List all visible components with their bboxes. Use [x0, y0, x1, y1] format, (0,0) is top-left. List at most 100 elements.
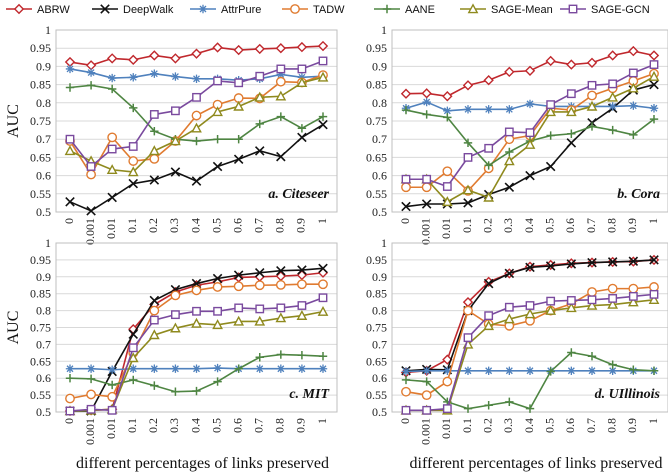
data-point-abrw	[648, 50, 660, 61]
x-tick-label: 0.3	[167, 218, 181, 233]
data-point-attrpure	[505, 105, 514, 114]
x-tick-label: 0.6	[230, 418, 244, 433]
x-tick-label: 0.001	[418, 418, 432, 445]
gridlines	[392, 29, 668, 213]
data-point-aane	[107, 84, 117, 94]
x-tick-label: 0.2	[146, 418, 160, 433]
data-point-sage-mean	[296, 309, 308, 320]
series-aane	[401, 105, 659, 170]
data-point-aane	[463, 138, 473, 148]
data-point-tadw	[107, 132, 118, 143]
x-tick-label: 0.01	[439, 218, 453, 239]
y-tick-label: 1	[45, 23, 51, 37]
data-point-tadw	[170, 290, 181, 301]
data-point-aane	[567, 348, 576, 357]
data-point-sage-gcn	[587, 295, 597, 305]
data-point-attrpure	[318, 364, 328, 373]
legend-label-deepwalk: DeepWalk	[123, 4, 174, 16]
panel-title: d. UIllinois	[595, 387, 661, 402]
y-tick-label: 1	[45, 236, 51, 250]
data-point-sage-gcn	[234, 78, 244, 88]
x-tick-labels: 0 0.001 0.01 0.1 0.2 0.3 0.4 0.5 0.6 0.7 0.8 0.9 1	[62, 218, 329, 245]
y-tick-label: 0.65	[30, 354, 51, 368]
data-point-sage-gcn	[442, 404, 452, 414]
data-point-attrpure	[171, 364, 180, 373]
data-point-sage-gcn	[213, 76, 222, 86]
x-tick-label: 0.5	[542, 218, 556, 233]
legend-marker-sage-gcn	[568, 4, 578, 14]
data-point-tadw	[254, 280, 265, 291]
y-tick-label: 0.9	[372, 270, 387, 284]
x-tick-label: 0.9	[625, 218, 639, 233]
x-tick-label: 0.4	[522, 418, 536, 433]
x-tick-label: 1	[646, 218, 660, 224]
data-point-aane	[65, 83, 75, 92]
y-tick-label: 0.65	[366, 150, 387, 164]
data-point-aane	[129, 103, 138, 113]
legend-marker-sage-mean	[467, 3, 479, 14]
y-tick-label: 0.95	[366, 253, 387, 267]
data-point-attrpure	[422, 97, 431, 107]
x-tick-label: 0.5	[209, 218, 223, 233]
panel-b-cora: 0.5 0.55 0.6 0.65 0.7 0.75 0.8 0.85 0.9 0.95 1 0 0.0…	[366, 23, 668, 245]
data-point-attrpure	[463, 366, 473, 375]
data-point-attrpure	[86, 364, 96, 373]
series-sage-gcn	[65, 56, 328, 171]
y-tick-label: 0.95	[30, 41, 51, 55]
data-point-aane	[649, 366, 659, 375]
y-tick-label: 0.9	[36, 59, 51, 73]
y-tick-label: 0.75	[366, 114, 387, 128]
gridlines	[56, 242, 337, 413]
data-point-deepwalk	[128, 329, 139, 340]
data-point-deepwalk	[463, 198, 473, 208]
y-tick-label: 0.8	[36, 96, 51, 110]
data-point-sage-mean	[607, 91, 619, 102]
data-point-aane	[150, 381, 159, 390]
data-point-sage-gcn	[546, 100, 556, 110]
data-point-sage-gcn	[318, 56, 328, 66]
data-point-tadw	[628, 283, 639, 294]
data-point-deepwalk	[191, 176, 202, 186]
data-point-tadw	[128, 156, 139, 166]
data-point-deepwalk	[566, 138, 577, 148]
data-point-sage-mean	[648, 294, 660, 305]
data-point-aane	[297, 351, 307, 360]
data-point-sage-mean	[586, 100, 598, 111]
data-point-attrpure	[107, 73, 117, 83]
series-line-aane	[69, 353, 324, 393]
data-point-sage-mean	[296, 77, 308, 88]
data-point-sage-mean	[170, 135, 181, 146]
y-tick-label: 1	[381, 236, 387, 250]
x-axis-label: different percentages of links preserved	[410, 455, 663, 472]
data-point-deepwalk	[297, 265, 307, 275]
data-point-deepwalk	[149, 295, 160, 306]
legend-item-deepwalk: DeepWalk	[92, 4, 174, 16]
data-point-sage-mean	[233, 315, 245, 326]
data-point-attrpure	[192, 74, 201, 83]
y-axis-label: AUC	[5, 104, 22, 138]
data-point-deepwalk	[149, 175, 160, 185]
y-tick-label: 0.85	[366, 287, 387, 301]
data-point-sage-gcn	[649, 289, 659, 299]
data-point-sage-gcn	[566, 89, 576, 99]
series-line-tadw	[69, 283, 323, 400]
data-point-tadw	[442, 376, 453, 387]
x-tick-label: 0.2	[146, 218, 160, 233]
series-group	[400, 45, 660, 212]
data-point-abrw	[170, 53, 181, 64]
data-point-sage-mean	[565, 302, 577, 313]
data-point-abrw	[317, 267, 329, 278]
data-point-attrpure	[297, 364, 307, 373]
data-point-sage-mean	[191, 317, 202, 328]
x-tick-label: 0.001	[418, 218, 432, 245]
y-tick-label: 0.95	[30, 253, 51, 267]
data-point-sage-gcn	[608, 294, 618, 303]
data-point-abrw	[400, 88, 412, 99]
data-point-abrw	[566, 59, 577, 70]
data-point-attrpure	[401, 367, 411, 376]
data-point-tadw	[212, 282, 223, 292]
legend-item-abrw: ABRW	[6, 3, 70, 16]
data-point-deepwalk	[525, 170, 535, 181]
data-point-sage-gcn	[276, 64, 286, 74]
data-point-sage-gcn	[128, 142, 138, 151]
